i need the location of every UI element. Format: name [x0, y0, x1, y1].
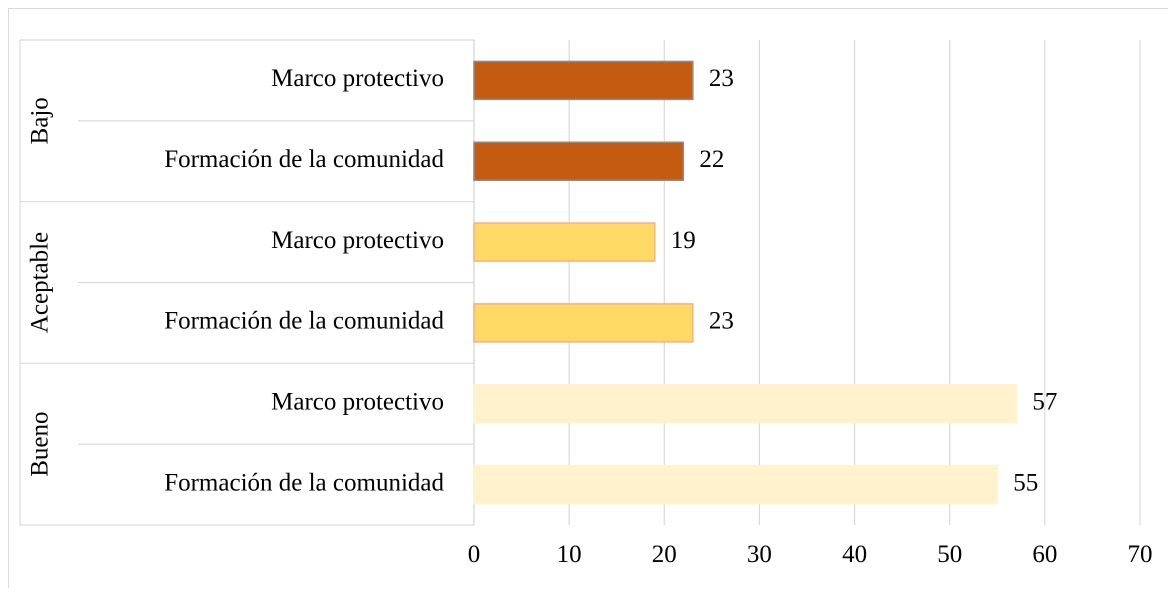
data-label: 23	[709, 308, 734, 335]
group-label: Aceptable	[27, 232, 54, 333]
bar	[473, 464, 999, 505]
category-label: Formación de la comunidad	[164, 146, 444, 173]
data-label: 55	[1013, 469, 1038, 496]
x-tick-label: 10	[557, 541, 582, 568]
bar	[473, 141, 685, 181]
category-label: Marco protectivo	[271, 227, 444, 254]
x-tick-label: 40	[842, 541, 867, 568]
category-label: Formación de la comunidad	[164, 469, 444, 496]
group-label: Bueno	[27, 412, 54, 477]
x-tick-label: 70	[1128, 541, 1153, 568]
category-label: Marco protectivo	[271, 65, 444, 92]
data-label: 57	[1032, 388, 1057, 415]
chart-frame	[8, 8, 1168, 588]
x-tick-label: 60	[1032, 541, 1057, 568]
data-label: 23	[709, 65, 734, 92]
category-label: Formación de la comunidad	[164, 308, 444, 335]
x-tick-label: 30	[747, 541, 772, 568]
category-label: Marco protectivo	[271, 388, 444, 415]
group-label: Bajo	[27, 97, 54, 144]
bar	[473, 303, 694, 343]
data-label: 22	[699, 146, 724, 173]
x-tick-label: 50	[937, 541, 962, 568]
x-tick-label: 20	[652, 541, 677, 568]
bar	[473, 60, 694, 101]
x-tick-label: 0	[468, 541, 481, 568]
bar	[473, 384, 1018, 424]
data-label: 19	[671, 227, 696, 254]
bar	[473, 222, 656, 262]
